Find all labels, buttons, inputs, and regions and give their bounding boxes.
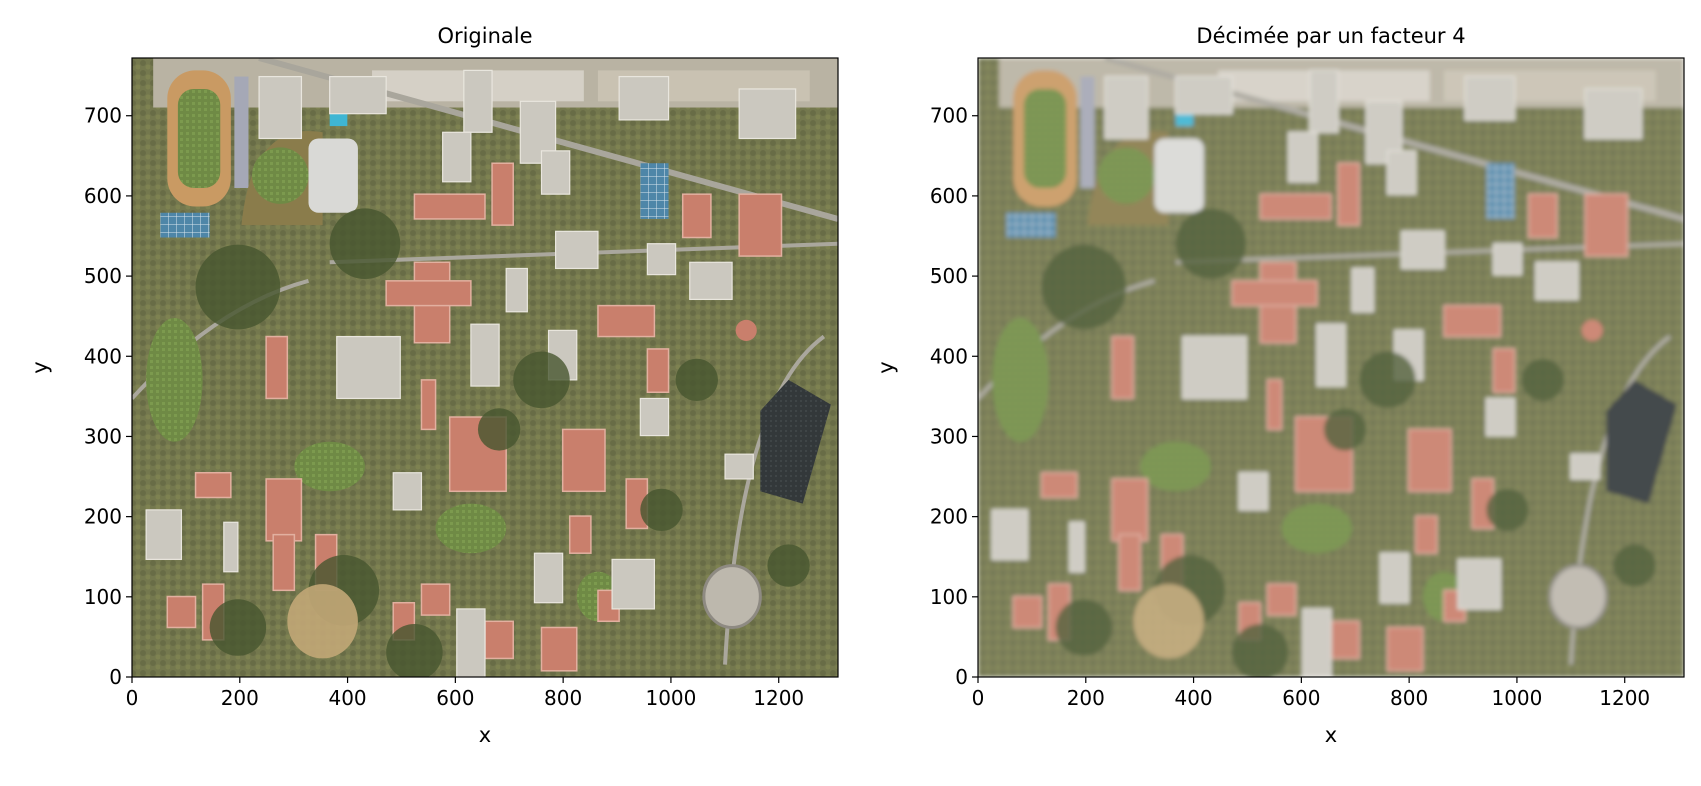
x-axis-label: x xyxy=(1325,723,1337,747)
x-tick-label: 600 xyxy=(1282,686,1320,710)
x-tick-label: 1200 xyxy=(753,686,804,710)
y-axis-label: y xyxy=(28,361,52,373)
x-tick-label: 800 xyxy=(544,686,582,710)
y-tick-label: 0 xyxy=(955,665,968,689)
y-tick-label: 300 xyxy=(930,424,968,448)
x-axis-label: x xyxy=(479,723,491,747)
y-tick-label: 100 xyxy=(930,585,968,609)
x-tick-label: 1000 xyxy=(1491,686,1542,710)
y-tick-label: 100 xyxy=(84,585,122,609)
y-tick-label: 500 xyxy=(930,264,968,288)
y-tick-label: 200 xyxy=(84,505,122,529)
subplot-1: 0 200 400 600 800 1000 1200 0 100 200 300 400 500 600… xyxy=(28,24,839,747)
x-tick-label: 200 xyxy=(221,686,259,710)
x-tick-label: 400 xyxy=(328,686,366,710)
x-tick-label: 600 xyxy=(436,686,474,710)
y-tick-label: 600 xyxy=(84,184,122,208)
image-aerial-photo-campus xyxy=(132,58,838,677)
axes-frame xyxy=(977,57,1685,678)
x-tick-label: 200 xyxy=(1067,686,1105,710)
y-tick-label: 400 xyxy=(930,344,968,368)
axes-frame xyxy=(131,57,839,678)
image-aerial-photo-campus-decimated xyxy=(978,58,1684,677)
subplot-2: 0 200 400 600 800 1000 1200 0 100 200 300 400 500 600… xyxy=(874,24,1685,747)
subplot-title: Décimée par un facteur 4 xyxy=(1196,24,1465,48)
y-tick-label: 700 xyxy=(930,104,968,128)
x-tick-label: 1200 xyxy=(1599,686,1650,710)
x-tick-label: 400 xyxy=(1174,686,1212,710)
y-axis-label: y xyxy=(874,361,898,373)
y-tick-label: 200 xyxy=(930,505,968,529)
y-tick-label: 600 xyxy=(930,184,968,208)
y-tick-label: 400 xyxy=(84,344,122,368)
y-tick-label: 300 xyxy=(84,424,122,448)
y-tick-label: 700 xyxy=(84,104,122,128)
x-tick-label: 800 xyxy=(1390,686,1428,710)
y-tick-label: 500 xyxy=(84,264,122,288)
y-tick-label: 0 xyxy=(109,665,122,689)
x-tick-label: 0 xyxy=(972,686,985,710)
x-tick-label: 0 xyxy=(126,686,139,710)
subplot-title: Originale xyxy=(437,24,532,48)
x-tick-label: 1000 xyxy=(645,686,696,710)
